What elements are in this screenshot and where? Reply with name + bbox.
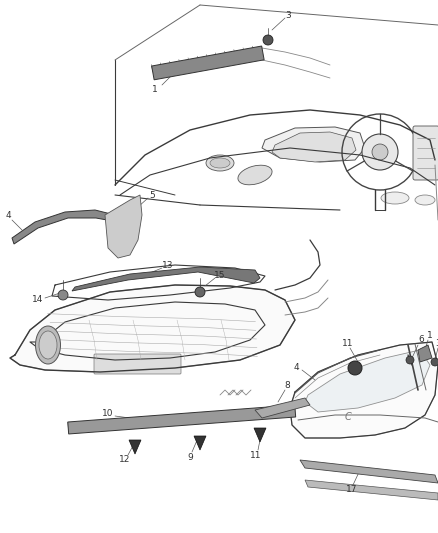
Text: 17: 17 [346,486,358,495]
Polygon shape [418,345,432,362]
Ellipse shape [210,158,230,168]
Polygon shape [272,132,356,162]
Text: 1: 1 [152,85,158,94]
Circle shape [431,358,438,366]
Text: 13: 13 [162,261,174,270]
Polygon shape [300,460,438,483]
Text: 6: 6 [418,335,424,344]
Text: 3: 3 [435,340,438,349]
Text: 4: 4 [293,362,299,372]
Circle shape [263,35,273,45]
Text: 3: 3 [285,11,291,20]
FancyBboxPatch shape [413,126,438,180]
Circle shape [362,134,398,170]
Ellipse shape [238,165,272,185]
Circle shape [372,144,388,160]
Circle shape [406,356,414,364]
Text: 11: 11 [250,451,262,461]
Polygon shape [254,428,266,442]
Polygon shape [105,195,142,258]
Polygon shape [305,480,438,500]
Text: C: C [345,412,351,422]
Polygon shape [255,398,310,418]
Polygon shape [10,285,295,372]
Ellipse shape [381,192,409,204]
Text: 1: 1 [427,332,433,341]
Polygon shape [290,342,438,438]
Text: 15: 15 [214,271,226,279]
FancyBboxPatch shape [94,354,181,374]
Circle shape [58,290,68,300]
Text: 12: 12 [119,456,131,464]
Polygon shape [305,350,430,412]
Text: 5: 5 [149,190,155,199]
Polygon shape [152,46,264,80]
Polygon shape [129,440,141,454]
Text: 11: 11 [342,338,354,348]
Text: 4: 4 [5,211,11,220]
Text: 8: 8 [284,382,290,391]
Circle shape [348,361,362,375]
Text: 9: 9 [187,454,193,463]
Ellipse shape [39,331,57,359]
Polygon shape [12,210,118,244]
Ellipse shape [206,155,234,171]
Polygon shape [194,436,206,450]
Polygon shape [68,405,296,434]
Ellipse shape [415,195,435,205]
Polygon shape [72,267,260,291]
Ellipse shape [35,326,60,364]
Circle shape [195,287,205,297]
Text: 14: 14 [32,295,44,304]
Polygon shape [262,127,365,162]
Text: 10: 10 [102,408,114,417]
